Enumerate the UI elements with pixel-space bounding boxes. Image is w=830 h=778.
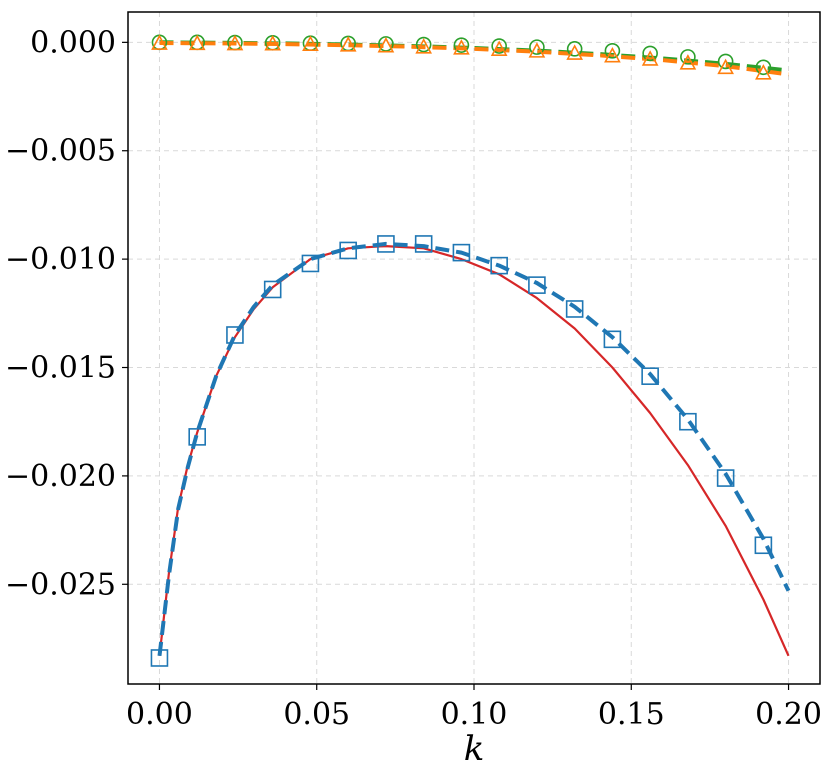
triangle-marker [641, 50, 659, 66]
triangle-marker [755, 64, 772, 80]
triangle-marker [188, 34, 206, 51]
square-marker [377, 235, 395, 253]
triangle-marker [604, 46, 621, 63]
circle-marker [642, 45, 658, 62]
y-tick-label: −0.005 [5, 134, 116, 169]
square-marker [301, 254, 320, 273]
square-marker [452, 243, 471, 262]
triangle-marker [453, 39, 470, 55]
square-marker [603, 330, 622, 349]
square-marker [263, 280, 282, 299]
plot-series [150, 34, 791, 667]
grid [128, 12, 820, 684]
circle-marker [453, 37, 470, 53]
square-marker [188, 428, 206, 446]
triangle-marker [151, 34, 168, 50]
circle-marker [604, 43, 621, 59]
triangle-marker [226, 34, 244, 51]
x-tick-label: 0.05 [283, 697, 350, 732]
triangle-marker [717, 58, 734, 75]
square-marker [490, 256, 508, 275]
square-marker [641, 367, 659, 385]
triangle-marker [566, 44, 583, 60]
triangle-marker [490, 40, 508, 56]
y-tick-label: −0.010 [5, 242, 116, 277]
y-tick-label: 0.000 [30, 25, 116, 60]
triangle-marker [339, 36, 357, 52]
y-tick-label: −0.015 [5, 351, 116, 386]
square-marker [339, 241, 357, 260]
series-line-dashed [157, 241, 791, 657]
square-marker [226, 326, 244, 344]
x-tick-label: 0.20 [755, 697, 822, 732]
circle-marker [491, 38, 507, 54]
x-axis: 0.00 0.05 0.10 0.15 0.20 [126, 684, 822, 732]
triangle-marker [264, 35, 282, 51]
square-marker [565, 300, 584, 318]
x-axis-label: k [464, 729, 485, 769]
square-marker [414, 235, 433, 253]
circle-marker [755, 59, 772, 76]
square-marker [716, 469, 735, 487]
triangle-marker [415, 38, 433, 54]
circle-marker [415, 36, 432, 53]
square-marker [679, 412, 697, 431]
circle-marker [717, 53, 734, 70]
y-tick-label: −0.020 [5, 459, 116, 494]
y-axis: 0.000 −0.005 −0.010 −0.015 −0.020 −0.025 [5, 25, 128, 602]
circle-marker [566, 41, 583, 57]
triangle-marker [302, 35, 319, 51]
square-marker [754, 536, 773, 555]
circle-marker [378, 36, 394, 52]
triangle-marker [528, 42, 546, 58]
x-tick-label: 0.00 [126, 697, 193, 732]
y-tick-label: −0.025 [5, 567, 116, 602]
square-marker [528, 276, 546, 294]
circle-marker [680, 49, 696, 65]
x-tick-label: 0.15 [598, 697, 665, 732]
triangle-marker [377, 36, 395, 53]
circle-marker [529, 39, 545, 55]
triangle-marker [679, 54, 697, 70]
square-marker [150, 649, 169, 667]
x-tick-label: 0.10 [441, 697, 508, 732]
